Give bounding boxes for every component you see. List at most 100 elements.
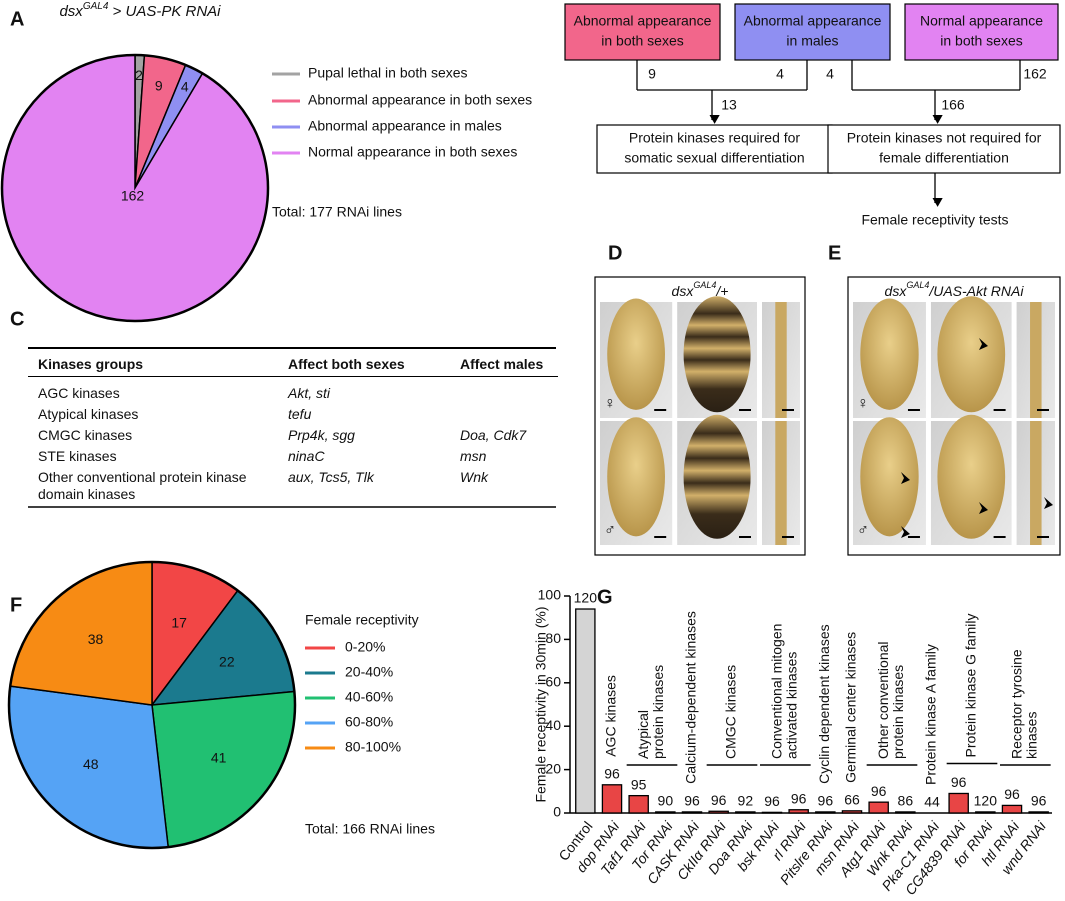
bar <box>975 811 996 814</box>
panel-letter: G <box>597 586 613 608</box>
bar <box>948 792 969 814</box>
n-label: 44 <box>924 794 940 810</box>
sex-symbol: ♀ <box>604 395 616 412</box>
panel-letter: F <box>10 594 22 616</box>
table-cell: CMGC kinases <box>38 427 133 443</box>
group-label: protein kinases <box>650 665 666 759</box>
bar <box>708 810 729 814</box>
legend-label: 0-20% <box>345 639 385 655</box>
title-rest: /UAS-Akt RNAi <box>928 283 1024 299</box>
slice-label: 9 <box>155 78 163 94</box>
table-cell: AGC kinases <box>38 385 120 401</box>
n-label: 96 <box>684 793 700 809</box>
kinase-table: Kinases groups Affect both sexes Affect ma… <box>28 350 558 505</box>
category-box <box>904 3 1059 61</box>
annotation: Total: 177 RNAi lines <box>272 204 402 220</box>
title-gene: dsx <box>885 283 908 299</box>
table-cell <box>450 377 558 405</box>
header-cell: Affect males <box>450 350 558 377</box>
bar <box>895 811 916 814</box>
table: Kinases groups Affect both sexes Affect ma… <box>28 350 558 505</box>
panel-letter: D <box>608 242 622 264</box>
category-box <box>564 3 721 61</box>
group-label: protein kinases <box>890 665 906 759</box>
outcome-text: somatic sexual differentiation <box>624 150 804 166</box>
box-text: in both sexes <box>601 33 684 49</box>
title-sup: GAL4 <box>83 1 109 12</box>
n-label: 120 <box>974 793 998 809</box>
arrowhead <box>979 502 988 514</box>
panel-letter: E <box>828 242 841 264</box>
n-label: 96 <box>818 793 834 809</box>
y-axis-label: Female receptivity in 30min (%) <box>533 606 549 802</box>
table-row: Other conventional protein kinase domain… <box>28 467 558 505</box>
legend-label: 60-80% <box>345 714 393 730</box>
bar <box>815 811 836 814</box>
leg <box>775 302 787 418</box>
n-label: 96 <box>1031 793 1047 809</box>
slice-label: 48 <box>83 756 99 772</box>
sex-symbol: ♂ <box>857 522 869 539</box>
bar <box>681 811 703 814</box>
outcome-box <box>827 124 1061 174</box>
bar <box>841 810 863 814</box>
title-rest: /+ <box>715 283 728 299</box>
n-label: 96 <box>871 783 887 799</box>
n-label: 86 <box>898 793 914 809</box>
n-label: 96 <box>951 774 967 790</box>
n-label: 96 <box>604 765 620 781</box>
bar <box>735 811 756 814</box>
group-label: Receptor tyrosine <box>1009 649 1025 759</box>
slice-label: 162 <box>121 188 145 204</box>
table-cell <box>450 404 558 425</box>
table-cell: Akt, sti <box>288 385 331 401</box>
group-label: Protein kinase A family <box>923 644 939 785</box>
title: dsxGAL4/UAS-Akt RNAi <box>885 280 1025 298</box>
slice-label: 22 <box>219 654 235 670</box>
legend-label: 40-60% <box>345 689 393 705</box>
group-label: Conventional mitogen <box>769 624 785 759</box>
y-tick-label: 20 <box>545 760 561 776</box>
table-cell: Doa, Cdk7 <box>460 427 527 443</box>
slice-label: 41 <box>211 750 227 766</box>
y-tick-label: 100 <box>538 587 562 603</box>
abdomen <box>937 296 1006 413</box>
abdomen <box>860 417 919 537</box>
abdomen <box>683 414 751 539</box>
sum: 13 <box>721 97 737 113</box>
title-gene: dsx <box>59 3 83 20</box>
bar <box>1028 811 1049 814</box>
n-label: 96 <box>791 790 807 806</box>
table-cell: Atypical kinases <box>38 406 139 422</box>
group-label: Protein kinase G family <box>963 614 979 758</box>
group-label: Calcium-dependent kinases <box>683 611 699 784</box>
box-text: in males <box>786 33 838 49</box>
y-tick-label: 40 <box>545 717 561 733</box>
title-sup: GAL4 <box>693 280 716 290</box>
bar <box>1001 804 1023 814</box>
slice-label: 2 <box>135 67 143 83</box>
bar <box>788 809 809 814</box>
pie-outline <box>7 560 297 850</box>
pie-slice <box>151 690 296 848</box>
title-sup: GAL4 <box>906 280 929 290</box>
arrowhead <box>979 338 988 350</box>
n-label: 96 <box>764 793 780 809</box>
annotation: Total: 166 RNAi lines <box>305 821 435 837</box>
legend-label: Abnormal appearance in males <box>308 118 502 134</box>
bar <box>868 801 889 814</box>
title-gene: dsx <box>672 283 695 299</box>
table-row: Atypical kinases tefu <box>28 404 558 425</box>
group-label: activated kinases <box>784 652 800 759</box>
arrowhead <box>901 526 910 538</box>
legend-label: 20-40% <box>345 664 393 680</box>
sex-symbol: ♀ <box>857 395 869 412</box>
leg <box>1030 302 1042 418</box>
legend-title: Female receptivity <box>305 612 419 628</box>
bar <box>575 608 596 814</box>
panel-letter: A <box>10 8 24 30</box>
n-label: 92 <box>738 793 754 809</box>
sex-symbol: ♂ <box>604 522 616 539</box>
abdomen <box>607 298 665 410</box>
